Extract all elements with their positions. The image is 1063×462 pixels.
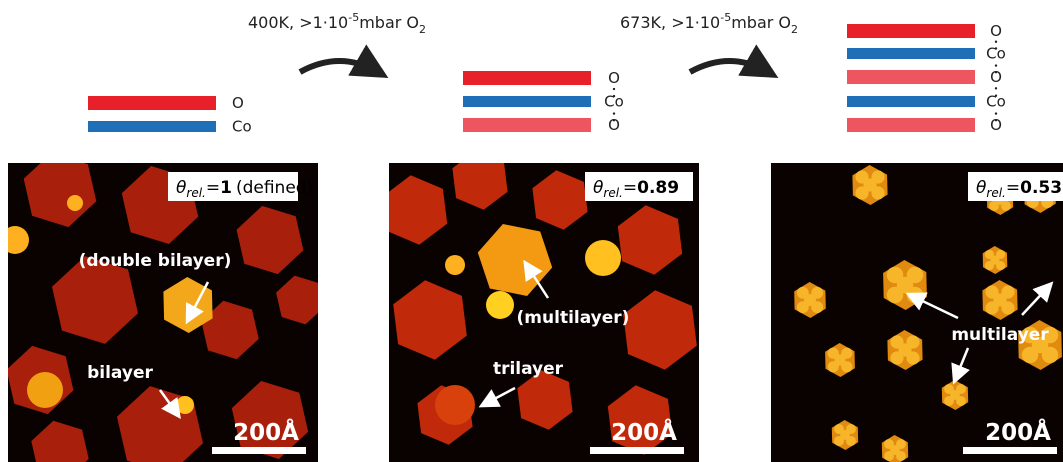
scale-label: 200Å [611, 418, 677, 446]
bond-dot [995, 64, 997, 66]
gas: mbar O [359, 13, 419, 32]
step-label: 673K, >1·10-5mbar O2 [620, 11, 798, 36]
subscript: rel. [186, 186, 205, 200]
coverage: 1 [220, 178, 232, 198]
island [445, 255, 465, 275]
layer [463, 96, 591, 107]
island [834, 354, 845, 365]
gas: mbar O [731, 13, 791, 32]
layer [847, 96, 975, 107]
bond-dot [995, 71, 997, 73]
equals: = [623, 178, 637, 198]
process-arrow [690, 61, 768, 72]
figure: 400K, >1·10-5mbar O2673K, >1·10-5mbar O2… [0, 0, 1063, 462]
layer-label: O [990, 116, 1002, 134]
subscript: rel. [603, 186, 622, 200]
bond-dot [995, 47, 997, 49]
island [950, 390, 960, 400]
stm-image [771, 163, 1063, 462]
annotation: multilayer [951, 325, 1049, 345]
process-arrow [300, 61, 378, 72]
scale-bar [963, 447, 1057, 454]
subscript: rel. [986, 186, 1005, 200]
scale-label: 200Å [985, 418, 1051, 446]
exponent: -5 [720, 11, 731, 24]
layer [463, 71, 591, 85]
equals: = [206, 178, 220, 198]
island [993, 293, 1006, 306]
subscript: 2 [419, 23, 426, 36]
bond-dot [613, 88, 615, 90]
island [435, 385, 475, 425]
annotation: bilayer [87, 363, 153, 383]
island [804, 294, 816, 306]
scale-bar [212, 447, 306, 454]
bond-dot [613, 119, 615, 121]
annotation: trilayer [493, 359, 564, 379]
bond-dot [995, 87, 997, 89]
layer [88, 121, 216, 132]
symbol: θ [976, 178, 987, 198]
island [840, 430, 850, 440]
island [890, 445, 900, 455]
layer-label: Co [986, 45, 1006, 63]
subscript: 2 [791, 23, 798, 36]
layer-label: O [608, 69, 620, 87]
layer [847, 48, 975, 59]
scale-label: 200Å [233, 418, 299, 446]
island [585, 240, 621, 276]
bond-dot [995, 41, 997, 43]
layer [847, 118, 975, 132]
step-label: 400K, >1·10-5mbar O2 [248, 11, 426, 36]
layer [847, 70, 975, 84]
layer-label: Co [232, 118, 252, 136]
coverage: 0.89 [637, 178, 679, 198]
island [1, 226, 29, 254]
condition: 400K, >1·10 [248, 13, 348, 32]
note: (defined) [236, 178, 313, 198]
symbol: θ [176, 178, 187, 198]
layer-label: O [232, 94, 244, 112]
layer [88, 96, 216, 110]
island [176, 396, 194, 414]
island [27, 372, 63, 408]
bond-dot [613, 95, 615, 97]
bond-dot [613, 112, 615, 114]
layer [847, 24, 975, 38]
bond-dot [995, 119, 997, 121]
coverage: 0.53 [1020, 178, 1062, 198]
condition: 673K, >1·10 [620, 13, 720, 32]
island [67, 195, 83, 211]
layer-label: O [990, 22, 1002, 40]
layer-label: O [608, 116, 620, 134]
layer [463, 118, 591, 132]
island [990, 255, 999, 264]
annotation: (double bilayer) [79, 251, 232, 271]
island [898, 343, 911, 356]
annotation: (multilayer) [517, 308, 630, 328]
equals: = [1006, 178, 1020, 198]
exponent: -5 [348, 11, 359, 24]
island [897, 277, 914, 294]
symbol: θ [593, 178, 604, 198]
bond-dot [995, 95, 997, 97]
layer-label: O [990, 68, 1002, 86]
island [863, 178, 876, 191]
island [486, 291, 514, 319]
bond-dot [995, 112, 997, 114]
scale-bar [590, 447, 684, 454]
